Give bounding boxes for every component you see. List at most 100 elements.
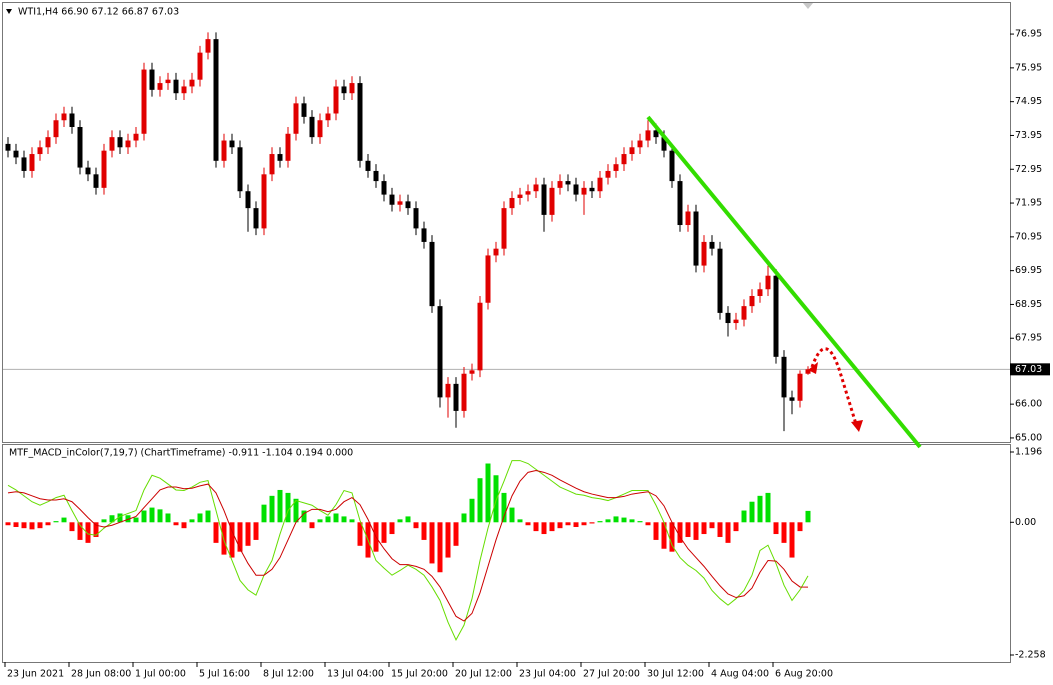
candle-body	[381, 181, 387, 195]
candle-body	[709, 241, 715, 249]
histogram-bar	[293, 498, 299, 523]
macd-line	[7, 470, 809, 622]
candle-body	[549, 187, 555, 215]
histogram-bar	[693, 522, 699, 540]
candle-body	[149, 69, 155, 90]
macd-line	[7, 460, 809, 641]
histogram-bar	[125, 515, 131, 523]
histogram-bar	[269, 495, 275, 523]
candle-body	[93, 174, 99, 188]
candle-body	[781, 356, 787, 398]
price-title: WTI1,H4 66.90 67.12 66.87 67.03	[18, 7, 179, 18]
candle-body	[237, 147, 243, 192]
candle-body	[181, 86, 187, 94]
candle-body	[589, 187, 595, 192]
y-tick-label: 1.196	[1015, 446, 1042, 457]
histogram-bar	[45, 522, 51, 526]
histogram-bar	[397, 519, 403, 523]
histogram-bar	[469, 498, 475, 523]
candle-body	[173, 79, 179, 94]
macd-title: MTF_MACD_inColor(7,19,7) (ChartTimeframe…	[9, 448, 353, 459]
candle-body	[421, 228, 427, 242]
candle-body	[525, 191, 531, 195]
candle-body	[389, 194, 395, 205]
candle-body	[565, 181, 571, 185]
x-tick-label: 27 Jul 20:00	[583, 669, 640, 680]
histogram-bar	[749, 501, 755, 523]
histogram-bar	[133, 517, 139, 523]
histogram-bar	[789, 522, 795, 558]
histogram-bar	[733, 522, 739, 532]
histogram-bar	[29, 522, 35, 530]
candle-body	[333, 86, 339, 114]
histogram-bar	[405, 516, 411, 523]
candle-body	[293, 103, 299, 134]
histogram-bar	[189, 519, 195, 523]
x-tick-label: 30 Jul 12:00	[647, 669, 704, 680]
candle-body	[637, 140, 643, 148]
shift-marker[interactable]	[803, 3, 813, 9]
menu-triangle[interactable]	[6, 9, 12, 14]
histogram-bar	[357, 522, 363, 546]
arrow-head	[851, 420, 863, 432]
y-tick-label: 76.95	[1015, 29, 1042, 40]
histogram-bar	[525, 522, 531, 526]
candle-body	[773, 275, 779, 357]
histogram-bar	[661, 522, 667, 549]
histogram-bar	[589, 522, 595, 524]
candle-body	[125, 140, 131, 148]
current-price-label: 67.03	[1015, 364, 1042, 375]
candle-body	[469, 370, 475, 374]
candle-body	[133, 133, 139, 141]
candle-body	[269, 154, 275, 175]
candle-body	[309, 116, 315, 138]
macd-panel	[2, 444, 1011, 663]
x-tick-label: 20 Jul 12:00	[455, 669, 512, 680]
histogram-bar	[741, 510, 747, 523]
histogram-bar	[437, 522, 443, 573]
candle-body	[21, 157, 27, 171]
histogram-bar	[613, 516, 619, 523]
candle-body	[101, 150, 107, 188]
candle-body	[397, 201, 403, 205]
histogram-bar	[573, 522, 579, 527]
x-tick-label: 1 Jul 00:00	[135, 669, 186, 680]
histogram-bar	[781, 522, 787, 543]
trendline	[646, 115, 922, 449]
candle-body	[517, 194, 523, 198]
histogram-bar	[725, 522, 731, 543]
histogram-bar	[37, 522, 43, 529]
candle-body	[477, 302, 483, 371]
histogram-bar	[669, 522, 675, 552]
candle-body	[349, 83, 355, 94]
histogram-bar	[253, 522, 259, 540]
candle-body	[429, 241, 435, 307]
candle-body	[533, 184, 539, 192]
histogram-bar	[5, 522, 11, 526]
histogram-bar	[341, 516, 347, 523]
histogram-bar	[61, 517, 67, 523]
histogram-bar	[429, 522, 435, 564]
candle-body	[205, 39, 211, 53]
x-tick-label: 15 Jul 20:00	[391, 669, 448, 680]
candle-body	[221, 140, 227, 161]
candle-body	[605, 170, 611, 178]
histogram-bar	[309, 522, 315, 529]
candle-body	[677, 181, 683, 226]
candle-body	[501, 208, 507, 249]
histogram-bar	[637, 521, 643, 523]
candle-body	[317, 120, 323, 138]
candle-body	[37, 147, 43, 155]
histogram-bar	[421, 522, 427, 540]
histogram-bar	[621, 517, 627, 523]
histogram-bar	[685, 522, 691, 537]
y-tick-label: 73.95	[1015, 130, 1042, 141]
plot-layer: 76.95 75.95 74.95 73.95 72.95 71.95 70.95 69.95…	[3, 29, 1050, 680]
histogram-bar	[805, 510, 811, 523]
histogram-bar	[517, 519, 523, 523]
histogram-bar	[461, 513, 467, 523]
x-tick-label: 28 Jun 08:00	[71, 669, 131, 680]
histogram-bar	[325, 516, 331, 523]
